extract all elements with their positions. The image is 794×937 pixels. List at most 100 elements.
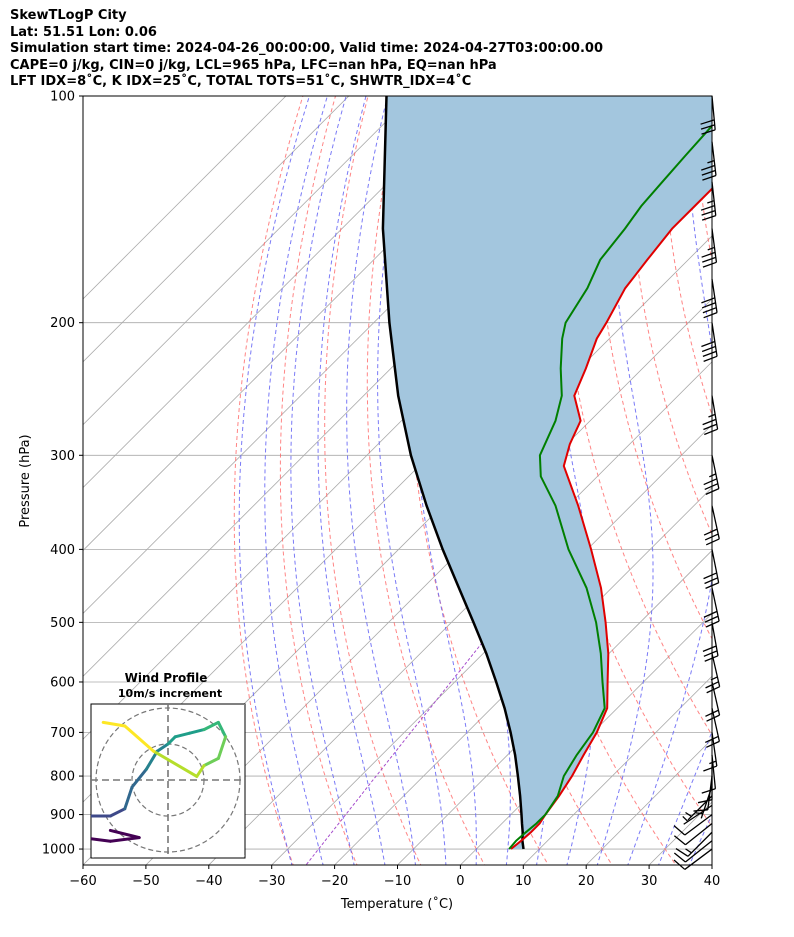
x-tick-label: −30 xyxy=(258,874,285,889)
barb-staff xyxy=(711,653,721,687)
barb-half-flag xyxy=(685,811,692,817)
barb-staff xyxy=(711,455,720,489)
temperature-line xyxy=(510,187,712,850)
x-tick-label: 30 xyxy=(641,874,658,889)
barb-flag xyxy=(701,340,716,348)
barb-flag xyxy=(705,582,719,590)
dry-adiabat xyxy=(693,96,712,263)
barb-flag xyxy=(673,835,686,846)
barb-flag xyxy=(701,164,716,171)
hodograph-segment xyxy=(108,828,141,840)
moist-adiabat xyxy=(346,96,417,865)
barb-flag xyxy=(701,214,716,221)
barb-flag xyxy=(701,345,716,353)
barb-flag xyxy=(705,487,720,495)
barb-flag xyxy=(702,645,717,652)
barb-flag xyxy=(703,528,718,536)
wind-barb xyxy=(700,181,717,221)
hodograph-segment xyxy=(216,735,228,760)
stability-indices: CAPE=0 j/kg, CIN=0 j/kg, LCL=965 hPa, LF… xyxy=(10,57,497,73)
barb-half-flag xyxy=(695,812,703,815)
wind-profile-inset: Wind Profile 10m/s increment xyxy=(74,671,246,859)
barb-staff xyxy=(711,181,717,216)
moist-adiabat xyxy=(238,96,310,865)
wind-barb xyxy=(675,831,713,857)
cin-shading xyxy=(382,96,712,849)
barb-staff xyxy=(711,549,720,583)
barb-flag xyxy=(705,681,719,689)
dry-adiabat xyxy=(660,96,712,417)
dewpoint-line xyxy=(508,124,712,850)
barb-staff xyxy=(685,840,713,863)
barb-flag xyxy=(703,610,718,618)
moist-adiabat xyxy=(627,96,712,865)
hodograph-segment xyxy=(144,749,159,771)
x-axis-label: Temperature (˚C) xyxy=(340,896,453,912)
x-tick-label: −50 xyxy=(132,874,159,889)
barb-staff xyxy=(711,681,721,716)
hodograph-segment xyxy=(166,735,177,746)
moist-adiabat xyxy=(317,96,386,865)
hodograph-segment xyxy=(123,724,156,753)
y-axis-label: Pressure (hPa) xyxy=(18,434,33,527)
barb-flag xyxy=(700,124,715,130)
moist-adiabat xyxy=(713,79,794,880)
barb-flag xyxy=(702,174,717,181)
y-tick-label: 200 xyxy=(50,316,75,331)
barb-half-flag xyxy=(682,816,689,822)
wind-barb xyxy=(701,228,718,268)
barb-flag xyxy=(704,483,719,491)
barb-half-flag xyxy=(710,676,718,681)
barb-flag xyxy=(702,307,717,314)
barb-flag xyxy=(701,210,716,216)
y-tick-label: 100 xyxy=(50,90,75,105)
barb-flag xyxy=(673,852,686,863)
y-tick-label: 1000 xyxy=(42,843,75,858)
hodograph-segment xyxy=(74,816,81,827)
wind-barb xyxy=(705,681,721,722)
barb-flag xyxy=(701,251,716,258)
inset-subtitle: 10m/s increment xyxy=(118,687,222,700)
hodograph-segment xyxy=(130,767,148,789)
wind-barbs xyxy=(673,95,721,870)
hodograph-segment xyxy=(188,728,206,735)
barb-flag xyxy=(703,478,718,486)
wind-barb xyxy=(673,814,713,836)
hodograph-segment xyxy=(195,764,206,778)
isotherm-line xyxy=(83,96,287,300)
barb-flag xyxy=(701,302,716,309)
y-tick-label: 900 xyxy=(50,808,75,823)
barb-staff xyxy=(684,848,713,870)
inset-title: Wind Profile xyxy=(125,671,208,685)
x-tick-label: 10 xyxy=(515,874,532,889)
isotherm-line xyxy=(522,675,712,865)
isotherm-line xyxy=(334,487,712,865)
isotherm-line xyxy=(83,96,350,363)
barb-staff xyxy=(711,754,717,789)
barb-staff xyxy=(711,395,719,430)
hodograph-segment xyxy=(173,731,192,739)
inset-plot xyxy=(74,704,245,858)
isotherm-line xyxy=(585,738,712,865)
x-tick-label: 20 xyxy=(578,874,595,889)
wind-barb xyxy=(673,848,713,870)
barb-staff xyxy=(685,823,713,846)
barb-flag xyxy=(706,686,720,694)
wind-barb xyxy=(701,754,717,794)
wind-barb xyxy=(697,765,713,804)
isotherm-line xyxy=(208,361,712,865)
barb-flag xyxy=(697,799,713,804)
hodograph-segment xyxy=(74,827,81,838)
barb-flag xyxy=(702,418,717,426)
dry-adiabat xyxy=(279,96,358,865)
barb-flag xyxy=(704,577,718,585)
barb-half-flag xyxy=(707,200,715,204)
x-tick-label: 0 xyxy=(456,874,464,889)
barb-staff xyxy=(711,322,718,357)
axes: −60 −50 −40 −30 −20 −10 0 10 20 30 40 100 200 300 400 5… xyxy=(42,90,720,890)
barb-staff xyxy=(687,831,713,857)
wind-barb xyxy=(701,141,717,181)
barb-flag xyxy=(704,615,719,623)
barb-half-flag xyxy=(707,159,715,164)
barb-flag xyxy=(705,709,719,717)
